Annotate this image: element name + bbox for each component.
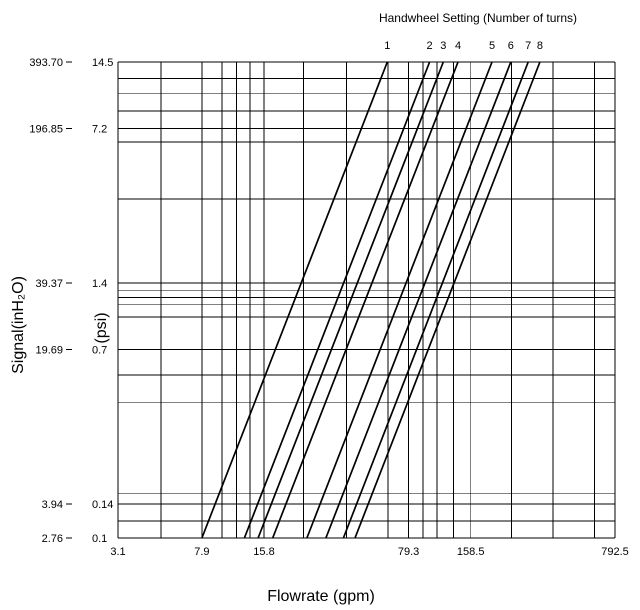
series-label-5: 5 <box>489 40 495 52</box>
x-tick-label: 158.5 <box>457 546 485 558</box>
series-label-7: 7 <box>525 40 531 52</box>
series-label-3: 3 <box>440 40 446 52</box>
y-tick-labels-inh2o: 2.76 3.94 19.69 39.37 196.85 393.70 <box>29 57 72 545</box>
x-tick-label: 3.1 <box>110 546 125 558</box>
y-tick-label-psi: 1.4 <box>92 278 107 290</box>
series-line-6 <box>325 61 512 539</box>
series-label-8: 8 <box>537 40 543 52</box>
y-tick-label-psi: 0.14 <box>92 499 113 511</box>
y-axis-label: Signal(inH₂O) <box>10 276 27 374</box>
series-line-2 <box>243 61 431 539</box>
x-tick-labels: 3.1 7.9 15.8 79.3 158.5 792.5 <box>110 546 628 558</box>
y-tick-label-inh2o: 39.37 <box>35 278 63 290</box>
y-axis-secondary-label: (psi) <box>93 312 110 343</box>
y-tick-label-psi: 0.7 <box>92 344 107 356</box>
series-line-8 <box>354 61 541 539</box>
series-label-4: 4 <box>455 40 461 52</box>
x-tick-label: 79.3 <box>398 546 419 558</box>
y-tick-label-inh2o: 19.69 <box>35 344 63 356</box>
series-lines <box>201 61 541 539</box>
series-line-3 <box>257 61 445 539</box>
grid-lines <box>117 61 616 539</box>
series-line-4 <box>271 61 459 539</box>
x-tick-label: 7.9 <box>194 546 209 558</box>
series-label-1: 1 <box>384 40 390 52</box>
series-label-2: 2 <box>427 40 433 52</box>
x-tick-label: 792.5 <box>601 546 629 558</box>
series-label-6: 6 <box>508 40 514 52</box>
y-tick-label-inh2o: 2.76 <box>42 533 63 545</box>
series-line-7 <box>342 61 529 539</box>
y-tick-label-psi: 0.1 <box>92 533 107 545</box>
x-tick-label: 15.8 <box>253 546 274 558</box>
series-line-1 <box>201 61 389 539</box>
series-line-5 <box>306 61 493 539</box>
y-tick-label-inh2o: 3.94 <box>42 499 63 511</box>
y-tick-label-psi: 7.2 <box>92 124 107 136</box>
y-tick-label-inh2o: 196.85 <box>29 124 63 136</box>
y-tick-labels-psi: 0.1 0.14 0.7 1.4 7.2 14.5 <box>92 57 113 545</box>
chart-title: Handwheel Setting (Number of turns) <box>379 11 577 25</box>
x-axis-label: Flowrate (gpm) <box>267 588 375 605</box>
y-tick-label-psi: 14.5 <box>92 57 113 69</box>
y-tick-label-inh2o: 393.70 <box>29 57 63 69</box>
